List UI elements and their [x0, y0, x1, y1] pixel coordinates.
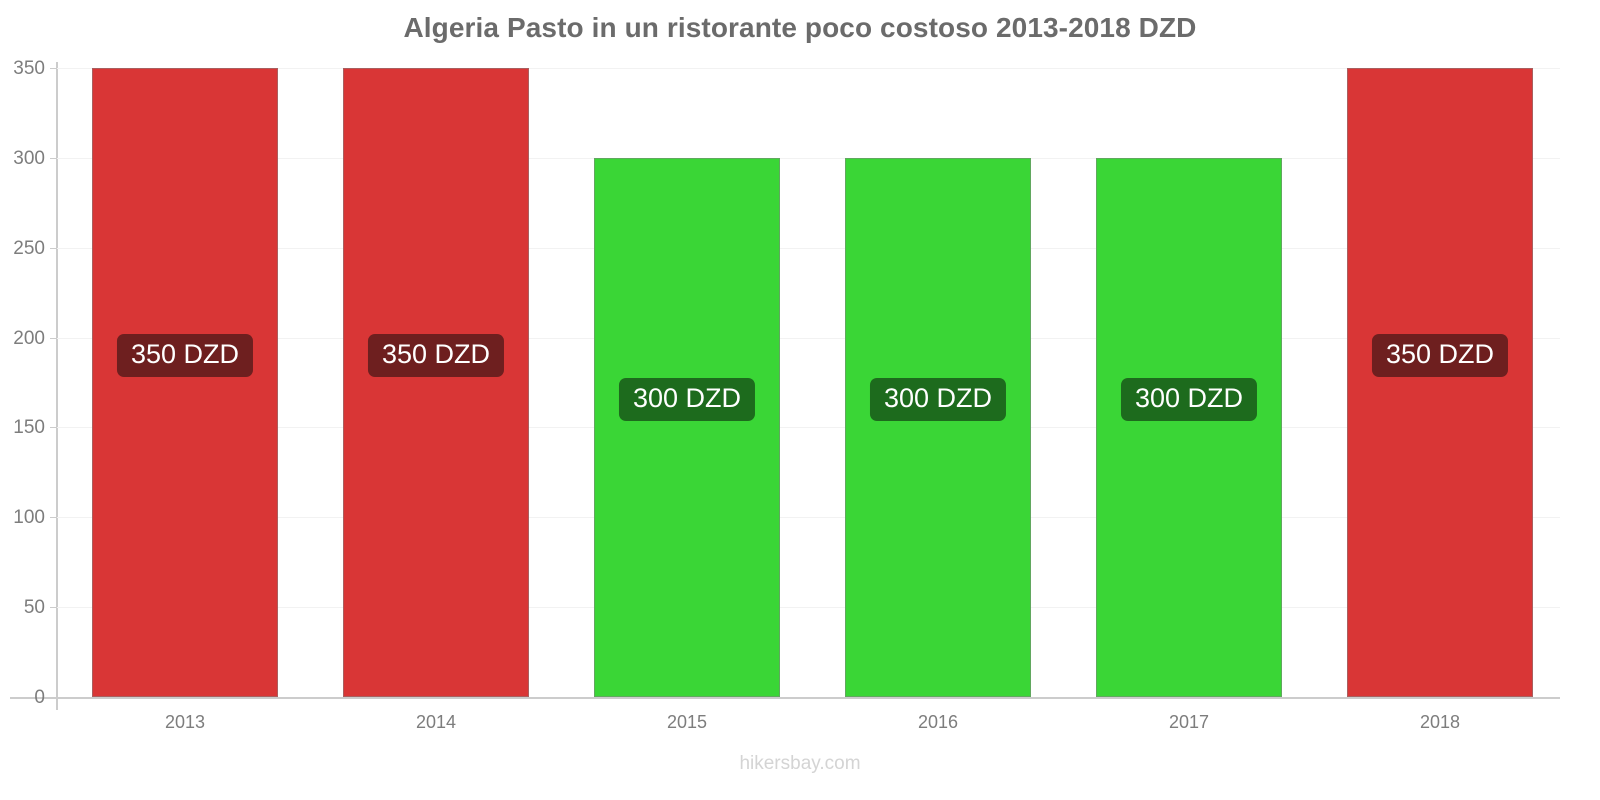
bar-value-label: 350 DZD	[116, 334, 254, 377]
bar[interactable]: 300 DZD	[1096, 157, 1282, 697]
x-axis-tick-label: 2018	[1419, 712, 1461, 732]
bar[interactable]: 350 DZD	[1347, 68, 1533, 697]
y-axis-line	[56, 62, 58, 710]
bar-value-label: 300 DZD	[1120, 378, 1258, 421]
x-axis-tick-label: 2015	[666, 712, 708, 732]
bar[interactable]: 300 DZD	[594, 157, 780, 697]
plot-area: 0 50 100 150 200 250 300 350 350 DZD 350 DZD 300 D…	[13, 59, 1560, 707]
y-axis-tick-label: 150	[13, 417, 45, 439]
y-axis-tick-mark	[50, 517, 57, 519]
bar-value-label: 350 DZD	[1371, 334, 1509, 377]
gridline	[57, 427, 1560, 429]
y-axis-tick-mark	[50, 68, 57, 69]
bar[interactable]: 350 DZD	[92, 68, 278, 697]
bar[interactable]: 300 DZD	[845, 157, 1031, 697]
bar[interactable]: 350 DZD	[343, 68, 529, 697]
y-axis-tick-label: 0	[34, 687, 45, 708]
gridline	[57, 337, 1560, 339]
bar-value-label: 300 DZD	[869, 378, 1007, 421]
bar-value-label: 350 DZD	[367, 334, 505, 377]
y-axis-tick-mark	[50, 697, 57, 698]
gridline	[57, 68, 1560, 69]
y-axis-tick-label: 250	[13, 237, 45, 259]
y-axis-tick-label: 200	[13, 327, 45, 349]
x-axis-tick-label: 2017	[1168, 712, 1210, 732]
source-watermark: hikersbay.com	[739, 753, 861, 774]
y-axis-tick-label: 50	[23, 597, 45, 619]
x-axis-tick-label: 2014	[415, 712, 457, 732]
x-axis-tick-label: 2016	[917, 712, 959, 732]
y-axis-tick-mark	[50, 427, 57, 429]
gridline	[57, 607, 1560, 609]
y-axis-tick-label: 100	[13, 507, 45, 529]
chart-title: Algeria Pasto in un ristorante poco cost…	[403, 12, 1197, 43]
x-axis-line	[10, 697, 1560, 699]
y-axis-tick-mark	[50, 607, 57, 609]
y-axis-tick-mark	[50, 247, 57, 249]
y-axis-tick-label: 300	[13, 147, 45, 169]
gridline	[57, 157, 1560, 159]
bar-value-label: 300 DZD	[618, 378, 756, 421]
gridline	[57, 247, 1560, 249]
y-axis-tick-mark	[50, 157, 57, 159]
y-axis-tick-mark	[50, 337, 57, 339]
gridline	[57, 517, 1560, 519]
x-axis-tick-label: 2013	[164, 712, 206, 732]
y-axis-tick-label: 350	[13, 58, 45, 79]
